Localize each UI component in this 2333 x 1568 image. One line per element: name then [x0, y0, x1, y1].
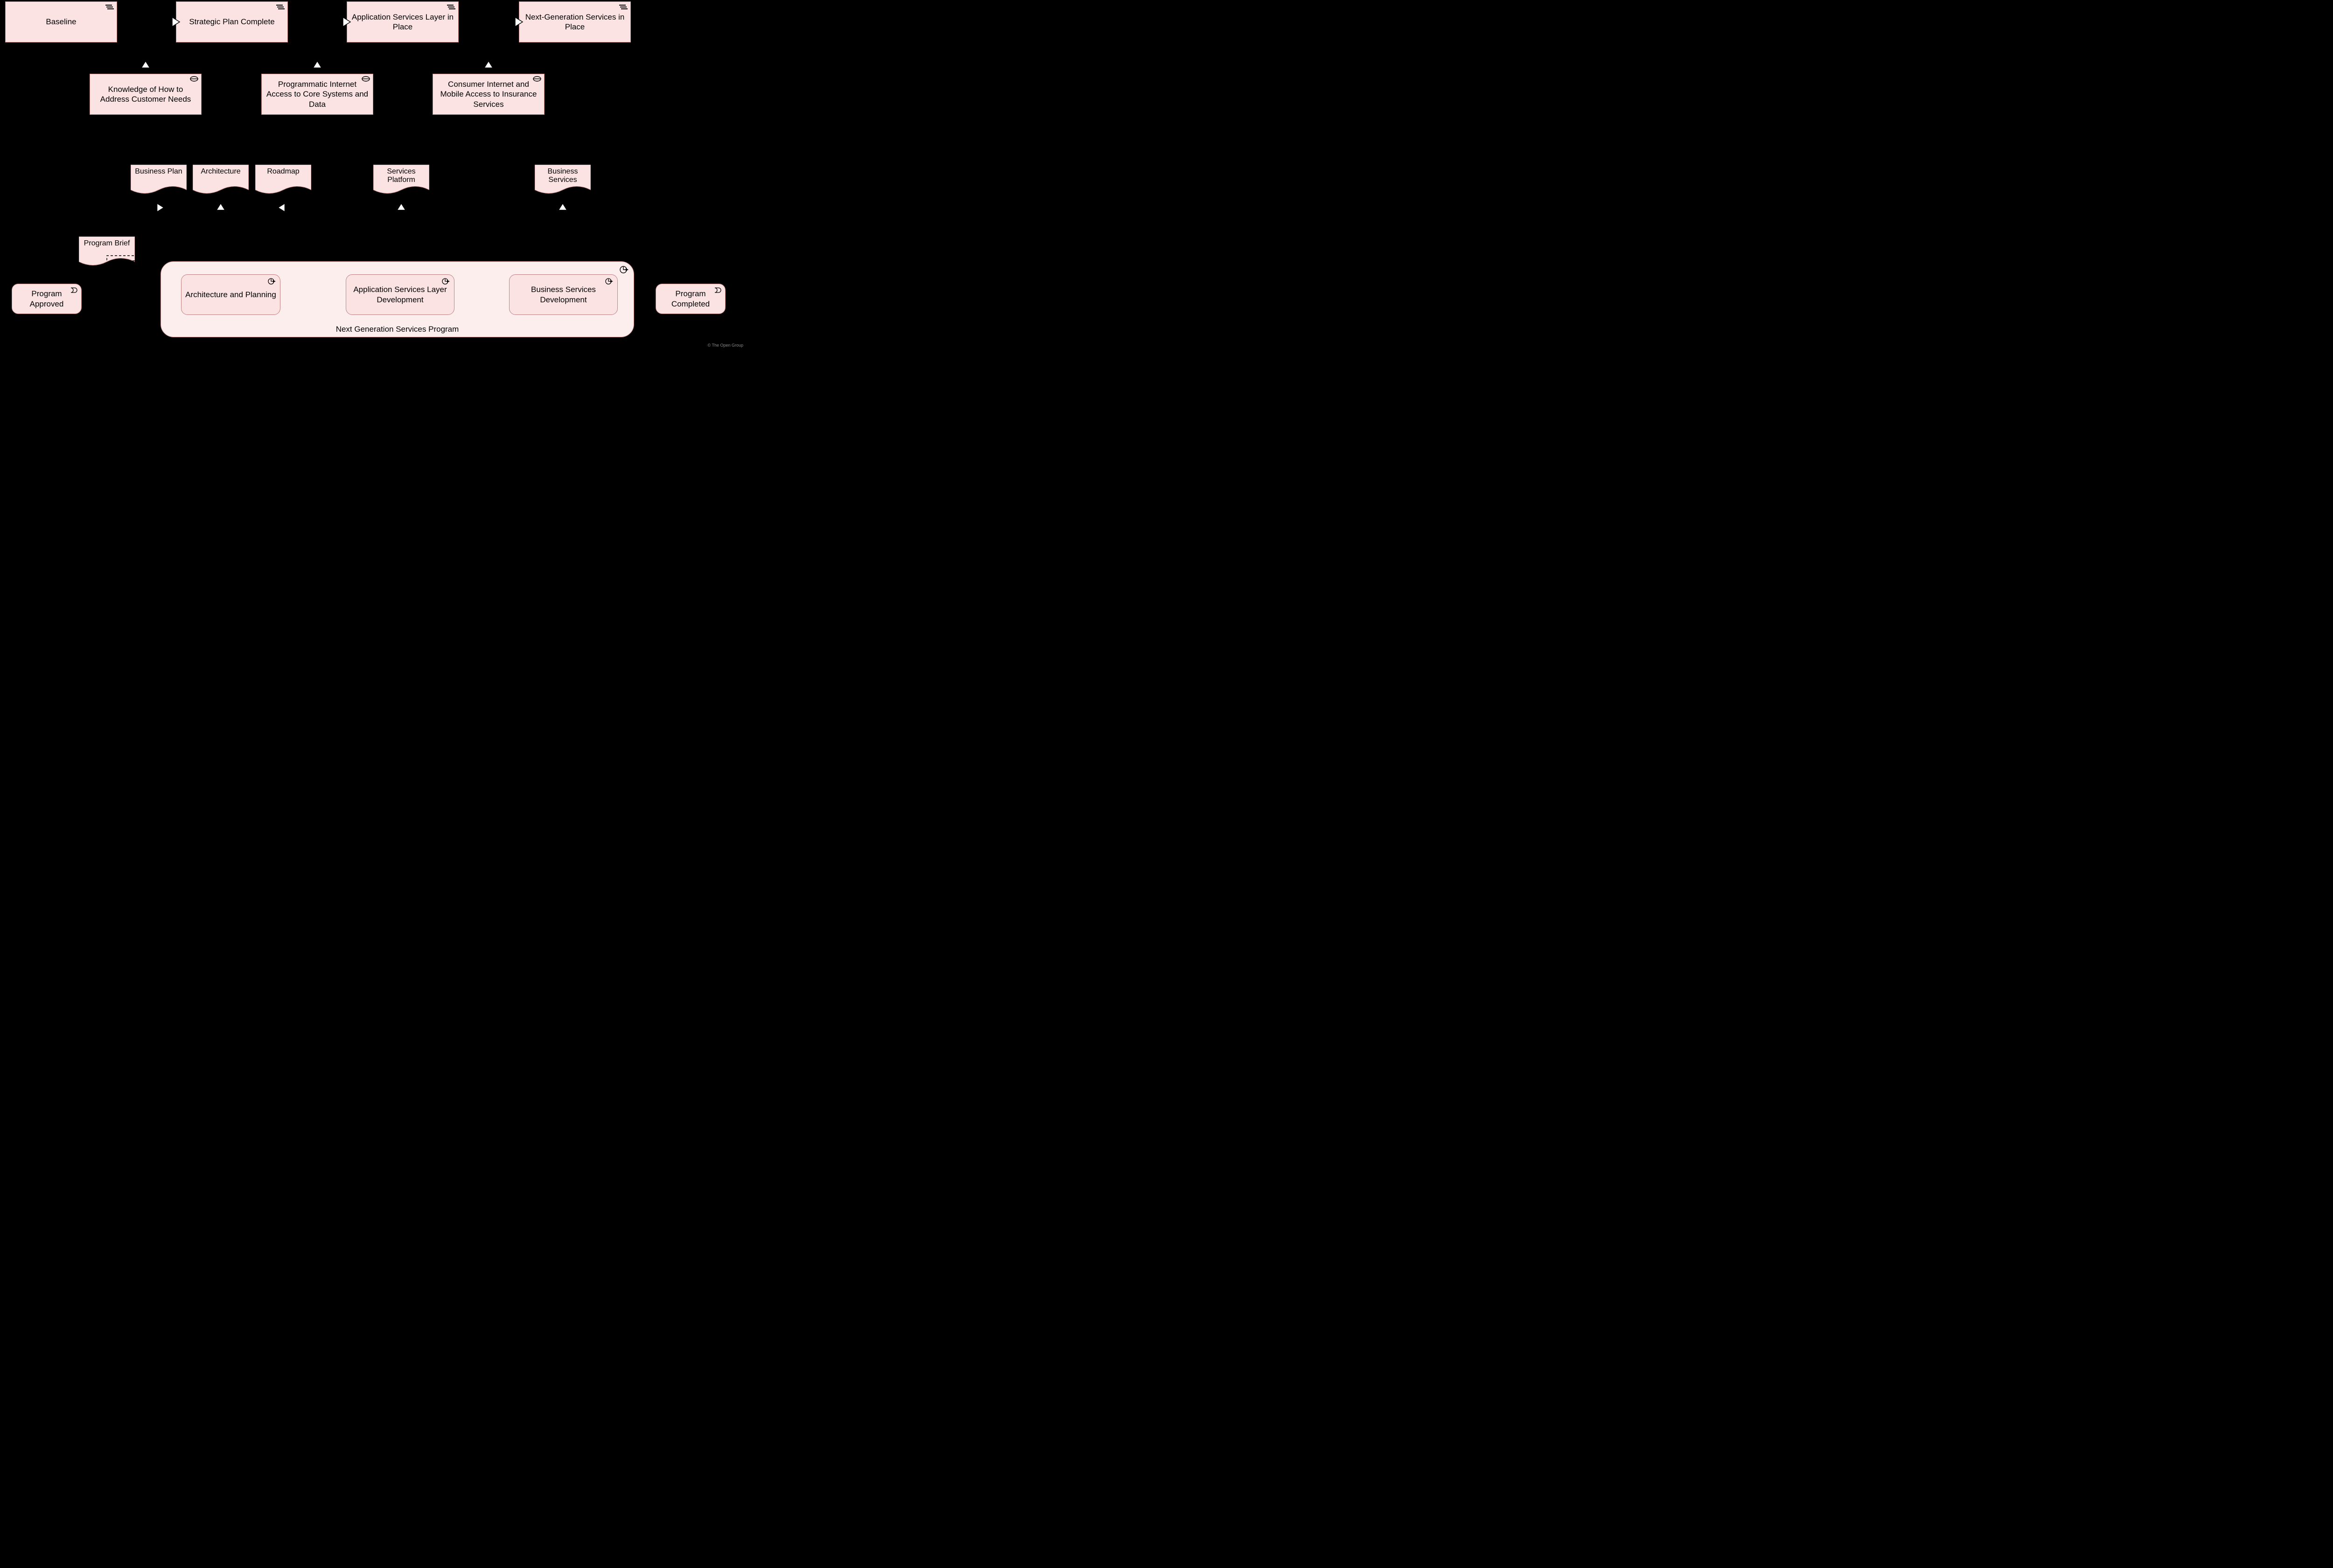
process-appdev: Application Services Layer Development	[346, 274, 454, 315]
plateau-appsvc-label: Application Services Layer in Place	[347, 10, 458, 34]
gap-knowledge: Knowledge of How to Address Customer Nee…	[90, 74, 202, 115]
process-appdev-label: Application Services Layer Development	[346, 283, 454, 307]
plateau-strategic: Strategic Plan Complete	[176, 1, 288, 42]
plateau-icon	[619, 4, 628, 9]
process-archplan-label: Architecture and Planning	[182, 288, 280, 301]
copyright: © The Open Group	[707, 343, 743, 348]
gap-prog-label: Programmatic Internet Access to Core Sys…	[262, 77, 373, 111]
plateau-nextgen-label: Next-Generation Services in Place	[519, 10, 630, 34]
deliverable-svcplat-label: Services Platform	[373, 165, 429, 191]
gap-icon	[362, 76, 370, 82]
deliverable-bplan-label: Business Plan	[131, 165, 187, 182]
plateau-baseline-label: Baseline	[42, 15, 80, 28]
gap-icon	[533, 76, 541, 82]
deliverable-bplan: Business Plan	[131, 165, 187, 197]
plateau-icon	[105, 4, 114, 9]
plateau-baseline: Baseline	[5, 1, 117, 42]
deliverable-roadmap-label: Roadmap	[255, 165, 311, 182]
plateau-appsvc: Application Services Layer in Place	[347, 1, 459, 42]
program-container-label: Next Generation Services Program	[161, 325, 634, 334]
event-icon	[714, 287, 721, 293]
deliverable-arch-label: Architecture	[193, 165, 249, 182]
gap-prog: Programmatic Internet Access to Core Sys…	[261, 74, 373, 115]
deliverable-arch: Architecture	[193, 165, 249, 197]
work-package-icon	[268, 278, 276, 285]
event-approved: Program Approved	[12, 284, 82, 314]
process-archplan: Architecture and Planning	[181, 274, 280, 315]
deliverable-bsvc-label: Business Services	[535, 165, 591, 191]
process-bizdev-label: Business Services Development	[510, 283, 617, 307]
gap-knowledge-label: Knowledge of How to Address Customer Nee…	[90, 83, 201, 106]
gap-icon	[190, 76, 198, 82]
deliverable-roadmap: Roadmap	[255, 165, 311, 197]
event-icon	[70, 287, 77, 293]
plateau-strategic-label: Strategic Plan Complete	[185, 15, 278, 28]
deliverable-brief-label: Program Brief	[79, 237, 135, 254]
gap-consumer-label: Consumer Internet and Mobile Access to I…	[433, 77, 544, 111]
deliverable-svcplat: Services Platform	[373, 165, 429, 197]
gap-consumer: Consumer Internet and Mobile Access to I…	[433, 74, 545, 115]
work-package-icon	[605, 278, 614, 285]
work-package-icon	[442, 278, 450, 285]
deliverable-bsvc: Business Services	[535, 165, 591, 197]
work-package-icon	[620, 265, 629, 274]
event-completed: Program Completed	[656, 284, 726, 314]
plateau-nextgen: Next-Generation Services in Place	[519, 1, 631, 42]
plateau-icon	[276, 4, 285, 9]
process-bizdev: Business Services Development	[509, 274, 618, 315]
deliverable-brief: Program Brief	[79, 237, 135, 269]
plateau-icon	[447, 4, 455, 9]
